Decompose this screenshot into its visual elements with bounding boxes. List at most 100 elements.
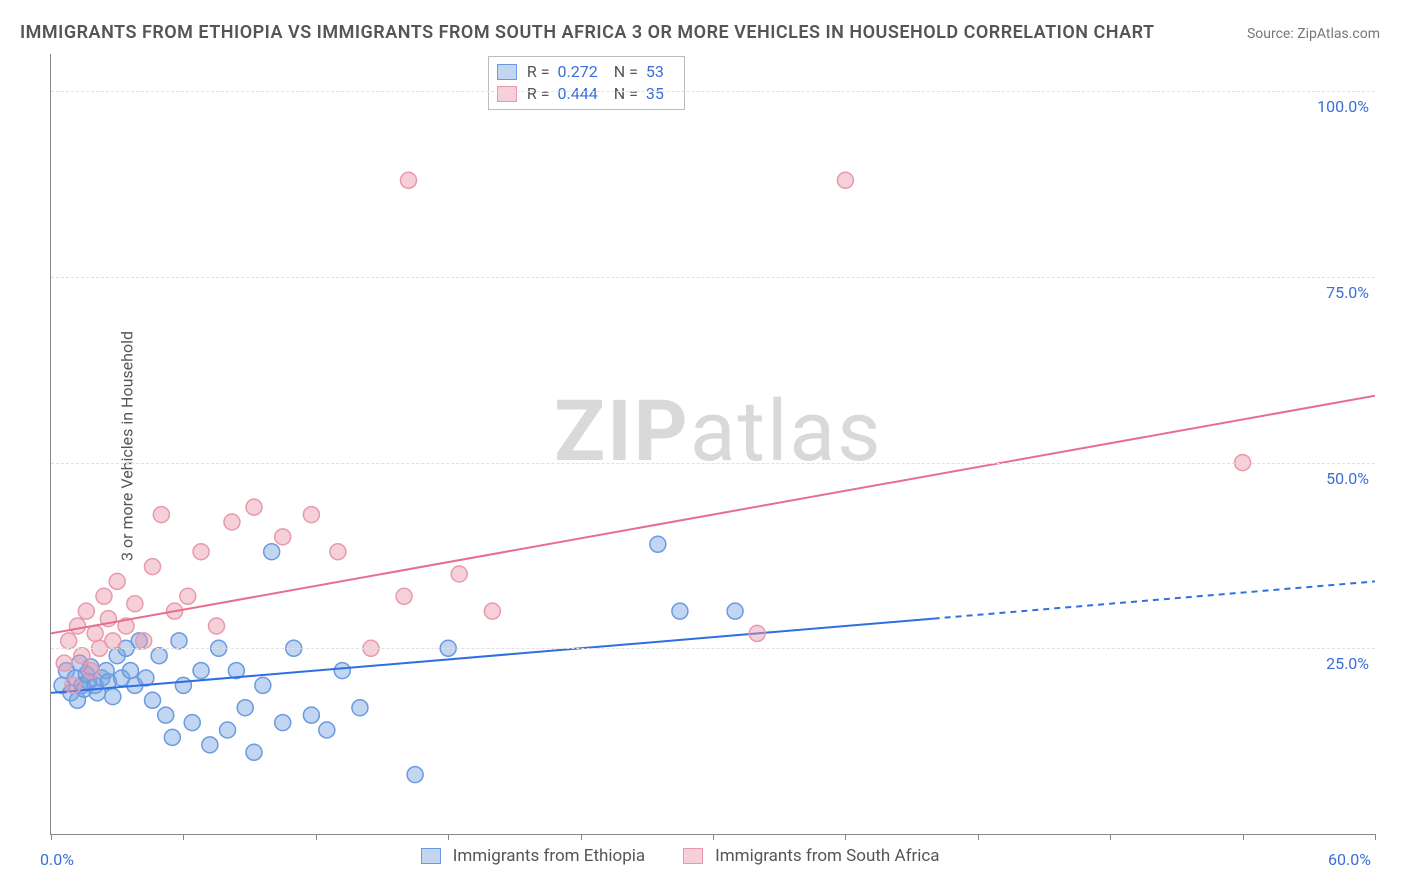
data-point-south_africa (303, 507, 319, 523)
gridline (51, 463, 1375, 464)
data-point-ethiopia (145, 692, 161, 708)
data-point-south_africa (209, 618, 225, 634)
legend-stat-row: R = 0.444 N = 35 (497, 83, 674, 105)
data-point-south_africa (78, 603, 94, 619)
data-point-ethiopia (202, 737, 218, 753)
data-point-south_africa (246, 499, 262, 515)
trend-line-ethiopia (51, 619, 934, 693)
x-tick (1110, 834, 1111, 840)
data-point-south_africa (153, 507, 169, 523)
x-tick (51, 834, 52, 840)
data-point-ethiopia (727, 603, 743, 619)
legend-item: Immigrants from South Africa (683, 846, 939, 866)
data-point-ethiopia (264, 544, 280, 560)
legend-swatch (421, 848, 441, 864)
n-value: 35 (644, 83, 674, 105)
n-label: N = (614, 83, 638, 105)
legend-swatch (683, 848, 703, 864)
plot-area: ZIPatlas R =0.272N =53R =0.444N =35 25.0… (50, 54, 1375, 835)
y-tick-label: 100.0% (1317, 97, 1369, 116)
data-point-ethiopia (151, 648, 167, 664)
data-point-ethiopia (319, 722, 335, 738)
legend-series: Immigrants from Ethiopia Immigrants from … (421, 846, 970, 866)
data-point-ethiopia (246, 744, 262, 760)
data-point-ethiopia (184, 715, 200, 731)
data-point-ethiopia (164, 729, 180, 745)
data-point-south_africa (56, 655, 72, 671)
data-point-ethiopia (158, 707, 174, 723)
data-point-ethiopia (352, 700, 368, 716)
x-tick (845, 834, 846, 840)
data-point-ethiopia (175, 677, 191, 693)
data-point-south_africa (193, 544, 209, 560)
chart-source: Source: ZipAtlas.com (1247, 26, 1380, 42)
data-point-ethiopia (220, 722, 236, 738)
x-tick (316, 834, 317, 840)
legend-label: Immigrants from Ethiopia (453, 846, 645, 866)
data-point-south_africa (484, 603, 500, 619)
n-label: N = (614, 61, 638, 83)
data-point-south_africa (145, 559, 161, 575)
chart-container: IMMIGRANTS FROM ETHIOPIA VS IMMIGRANTS F… (0, 0, 1406, 892)
data-point-south_africa (105, 633, 121, 649)
legend-item: Immigrants from Ethiopia (421, 846, 645, 866)
y-tick-label: 50.0% (1326, 469, 1369, 488)
chart-svg (51, 54, 1375, 834)
data-point-ethiopia (672, 603, 688, 619)
data-point-south_africa (69, 618, 85, 634)
legend-label: Immigrants from South Africa (715, 846, 939, 866)
gridline (51, 648, 1375, 649)
data-point-ethiopia (334, 663, 350, 679)
data-point-south_africa (180, 588, 196, 604)
y-tick-label: 75.0% (1326, 283, 1369, 302)
y-tick-label: 25.0% (1326, 654, 1369, 673)
data-point-ethiopia (105, 689, 121, 705)
data-point-south_africa (275, 529, 291, 545)
data-point-south_africa (74, 648, 90, 664)
data-point-ethiopia (275, 715, 291, 731)
data-point-ethiopia (193, 663, 209, 679)
trend-line-dash-ethiopia (934, 581, 1375, 618)
data-point-south_africa (83, 663, 99, 679)
data-point-south_africa (396, 588, 412, 604)
data-point-south_africa (65, 677, 81, 693)
x-tick (713, 834, 714, 840)
r-value: 0.272 (556, 61, 608, 83)
x-tick (978, 834, 979, 840)
data-point-south_africa (749, 625, 765, 641)
x-tick (1243, 834, 1244, 840)
r-label: R = (527, 83, 550, 105)
data-point-south_africa (96, 588, 112, 604)
r-value: 0.444 (556, 83, 608, 105)
legend-stat-row: R = 0.272 N = 53 (497, 61, 674, 83)
x-tick (581, 834, 582, 840)
n-value: 53 (644, 61, 674, 83)
data-point-ethiopia (650, 536, 666, 552)
data-point-ethiopia (171, 633, 187, 649)
data-point-south_africa (87, 625, 103, 641)
data-point-south_africa (127, 596, 143, 612)
legend-stats: R = 0.272 N = 53 R = 0.444 N = 35 (488, 56, 685, 110)
x-tick (448, 834, 449, 840)
legend-swatch (497, 86, 517, 102)
data-point-ethiopia (407, 767, 423, 783)
r-label: R = (527, 61, 550, 83)
legend-swatch (497, 64, 517, 80)
x-tick (1375, 834, 1376, 840)
gridline (51, 91, 1375, 92)
data-point-ethiopia (255, 677, 271, 693)
data-point-south_africa (224, 514, 240, 530)
data-point-south_africa (330, 544, 346, 560)
x-tick (183, 834, 184, 840)
data-point-south_africa (109, 573, 125, 589)
x-axis-right-label: 60.0% (1328, 850, 1371, 869)
data-point-south_africa (136, 633, 152, 649)
data-point-ethiopia (303, 707, 319, 723)
data-point-ethiopia (122, 663, 138, 679)
data-point-south_africa (451, 566, 467, 582)
data-point-south_africa (400, 172, 416, 188)
gridline (51, 277, 1375, 278)
data-point-ethiopia (237, 700, 253, 716)
data-point-south_africa (837, 172, 853, 188)
chart-title: IMMIGRANTS FROM ETHIOPIA VS IMMIGRANTS F… (20, 22, 1155, 43)
